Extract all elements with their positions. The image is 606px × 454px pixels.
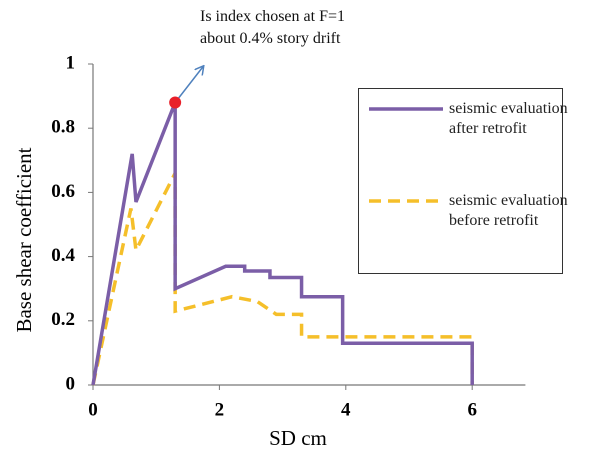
y-tick-label: 0.6 [51,181,75,202]
highlight-point [169,96,182,109]
y-tick-label: 0.4 [51,245,75,266]
legend: seismic evaluation after retrofit seismic… [358,88,568,274]
x-tick-label: 2 [215,399,225,420]
annotation: Is index chosen at F=1 [200,8,345,25]
x-tick-label: 4 [341,399,351,420]
legend-label: seismic evaluation before retrofit [449,192,568,229]
x-tick-label: 0 [88,399,98,420]
annotation-arrow [174,67,203,103]
series-line [91,172,474,386]
series-line [91,101,474,386]
y-tick-label: 0.8 [51,117,75,138]
y-tick-label: 1 [66,52,76,73]
annotation: about 0.4% story drift [200,30,341,47]
legend-swatch [369,107,443,111]
y-tick-label: 0 [66,373,76,394]
y-tick-label: 0.2 [51,309,75,330]
legend-label: seismic evaluation after retrofit [449,100,568,137]
legend-swatch [369,199,443,203]
y-axis-label: Base shear coefficient [12,147,36,332]
x-tick-label: 6 [467,399,477,420]
x-axis-label: SD cm [269,426,327,450]
